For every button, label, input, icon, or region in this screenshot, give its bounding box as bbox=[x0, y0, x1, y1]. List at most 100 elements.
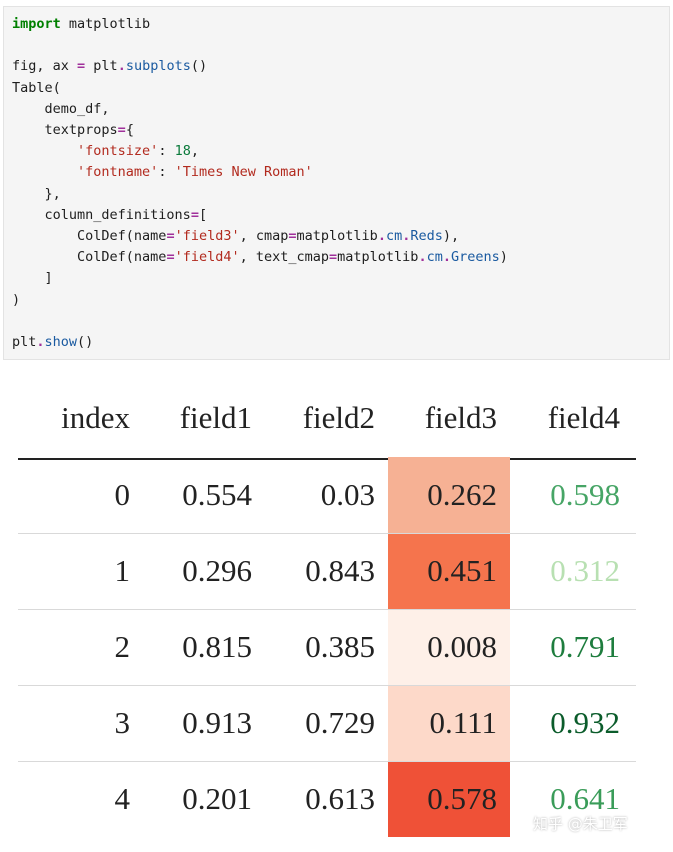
table-cell-field2: 0.729 bbox=[305, 705, 375, 740]
table-cell-field1: 0.296 bbox=[182, 553, 252, 588]
code-token: () bbox=[190, 58, 208, 75]
table-figure bbox=[0, 368, 673, 852]
code-token bbox=[12, 164, 77, 180]
code-token: ColDef(name bbox=[12, 249, 167, 266]
code-line: plt.show() bbox=[12, 332, 93, 353]
table-cell-field4: 0.791 bbox=[550, 629, 620, 664]
table-cell-field1: 0.815 bbox=[182, 629, 252, 664]
row-divider bbox=[18, 685, 636, 686]
code-token: . bbox=[117, 58, 126, 75]
row-divider bbox=[18, 609, 636, 610]
header-rule bbox=[18, 458, 636, 460]
table-cell-index: 1 bbox=[114, 553, 131, 588]
table-cell-field2: 0.03 bbox=[320, 477, 375, 512]
code-token: import bbox=[12, 16, 61, 32]
code-token: matplotlib bbox=[60, 16, 151, 32]
code-token: 'field3' bbox=[174, 228, 240, 244]
row-divider bbox=[18, 533, 636, 534]
code-token: = bbox=[166, 249, 175, 266]
code-token: = bbox=[77, 58, 86, 75]
code-token: plt bbox=[85, 58, 118, 75]
code-token: }, bbox=[12, 185, 61, 202]
code-token: : bbox=[158, 143, 175, 160]
table-cell-field1: 0.554 bbox=[182, 477, 252, 512]
code-token: ), bbox=[442, 228, 460, 244]
table-cell-field2: 0.843 bbox=[305, 553, 375, 588]
field3-heat-cell bbox=[388, 685, 510, 761]
code-token: = bbox=[117, 122, 126, 138]
table-cell-field4: 0.312 bbox=[550, 553, 620, 588]
code-token: show bbox=[44, 334, 78, 350]
table-cell-field2: 0.613 bbox=[305, 781, 375, 816]
code-token: plt bbox=[12, 334, 37, 350]
code-line: 'fontsize': 18, bbox=[12, 141, 199, 162]
code-line: fig, ax = plt.subplots() bbox=[12, 56, 207, 77]
table-cell-field3: 0.262 bbox=[427, 477, 497, 512]
code-token: , bbox=[190, 143, 199, 160]
code-token: , text_cmap bbox=[239, 249, 330, 266]
code-token: textprops bbox=[12, 122, 118, 138]
code-token: = bbox=[288, 228, 297, 244]
code-token: fig, ax bbox=[12, 58, 78, 75]
code-line: ] bbox=[12, 268, 53, 289]
table-cell-field3: 0.111 bbox=[429, 705, 497, 740]
code-token: ) bbox=[499, 249, 508, 266]
code-token: cm bbox=[426, 249, 443, 266]
code-line: 'fontname': 'Times New Roman' bbox=[12, 162, 313, 183]
table-cell-index: 4 bbox=[114, 781, 131, 816]
table-cell-field3: 0.451 bbox=[427, 553, 497, 588]
table-cell-field4: 0.598 bbox=[550, 477, 620, 512]
column-header-field4: field4 bbox=[547, 400, 620, 435]
code-token: ] bbox=[12, 270, 53, 287]
code-cell[interactable]: import matplotlib fig, ax = plt.subplots(… bbox=[3, 6, 670, 360]
table-cell-field1: 0.913 bbox=[182, 705, 252, 740]
table-cell-field1: 0.201 bbox=[182, 781, 252, 816]
code-token: matplotlib bbox=[337, 249, 419, 266]
code-line: import matplotlib bbox=[12, 14, 150, 35]
code-token: , cmap bbox=[239, 228, 289, 244]
code-line: ColDef(name='field3', cmap=matplotlib.cm… bbox=[12, 226, 459, 247]
field3-heat-cell bbox=[388, 457, 510, 533]
code-token: Greens bbox=[450, 249, 500, 266]
code-token: cm bbox=[385, 228, 403, 244]
code-token: matplotlib bbox=[296, 228, 378, 244]
code-line: Table( bbox=[12, 78, 61, 99]
code-token: 'field4' bbox=[174, 249, 240, 266]
code-token: . bbox=[418, 249, 427, 266]
code-token: () bbox=[77, 334, 94, 350]
code-token: column_definitions bbox=[12, 206, 191, 223]
code-line: demo_df, bbox=[12, 99, 110, 120]
code-token: . bbox=[402, 228, 411, 244]
table-cell-field4: 0.932 bbox=[550, 705, 620, 740]
watermark-text: 知乎 @朱卫军 bbox=[533, 815, 628, 833]
column-header-field3: field3 bbox=[424, 400, 497, 435]
code-token: ) bbox=[12, 291, 21, 308]
code-token: 'fontname' bbox=[77, 164, 159, 181]
code-token: . bbox=[442, 249, 451, 266]
field3-heat-cell bbox=[388, 609, 510, 685]
code-line: ColDef(name='field4', text_cmap=matplotl… bbox=[12, 247, 508, 268]
code-token: ColDef(name bbox=[12, 228, 167, 244]
field3-heat-cell bbox=[388, 761, 510, 837]
code-token: = bbox=[329, 249, 338, 266]
table-cell-field4: 0.641 bbox=[550, 781, 620, 816]
code-token: . bbox=[377, 228, 386, 244]
code-token: Table( bbox=[12, 79, 61, 96]
code-line: column_definitions=[ bbox=[12, 205, 208, 226]
table-cell-field3: 0.578 bbox=[427, 781, 497, 816]
code-token: { bbox=[125, 122, 134, 138]
code-token: = bbox=[166, 228, 175, 244]
code-token: demo_df, bbox=[12, 100, 110, 117]
column-header-index: index bbox=[61, 400, 130, 435]
code-token: subplots bbox=[125, 58, 191, 75]
code-line: }, bbox=[12, 184, 61, 205]
code-line: ) bbox=[12, 290, 20, 311]
table-cell-index: 3 bbox=[114, 705, 131, 740]
field3-heat-cell bbox=[388, 533, 510, 609]
column-header-field1: field1 bbox=[179, 400, 252, 435]
row-divider bbox=[18, 761, 636, 762]
code-token: 'fontsize' bbox=[77, 143, 159, 160]
code-token: 18 bbox=[174, 143, 191, 160]
table-cell-field3: 0.008 bbox=[427, 629, 497, 664]
table-cell-index: 2 bbox=[114, 629, 131, 664]
